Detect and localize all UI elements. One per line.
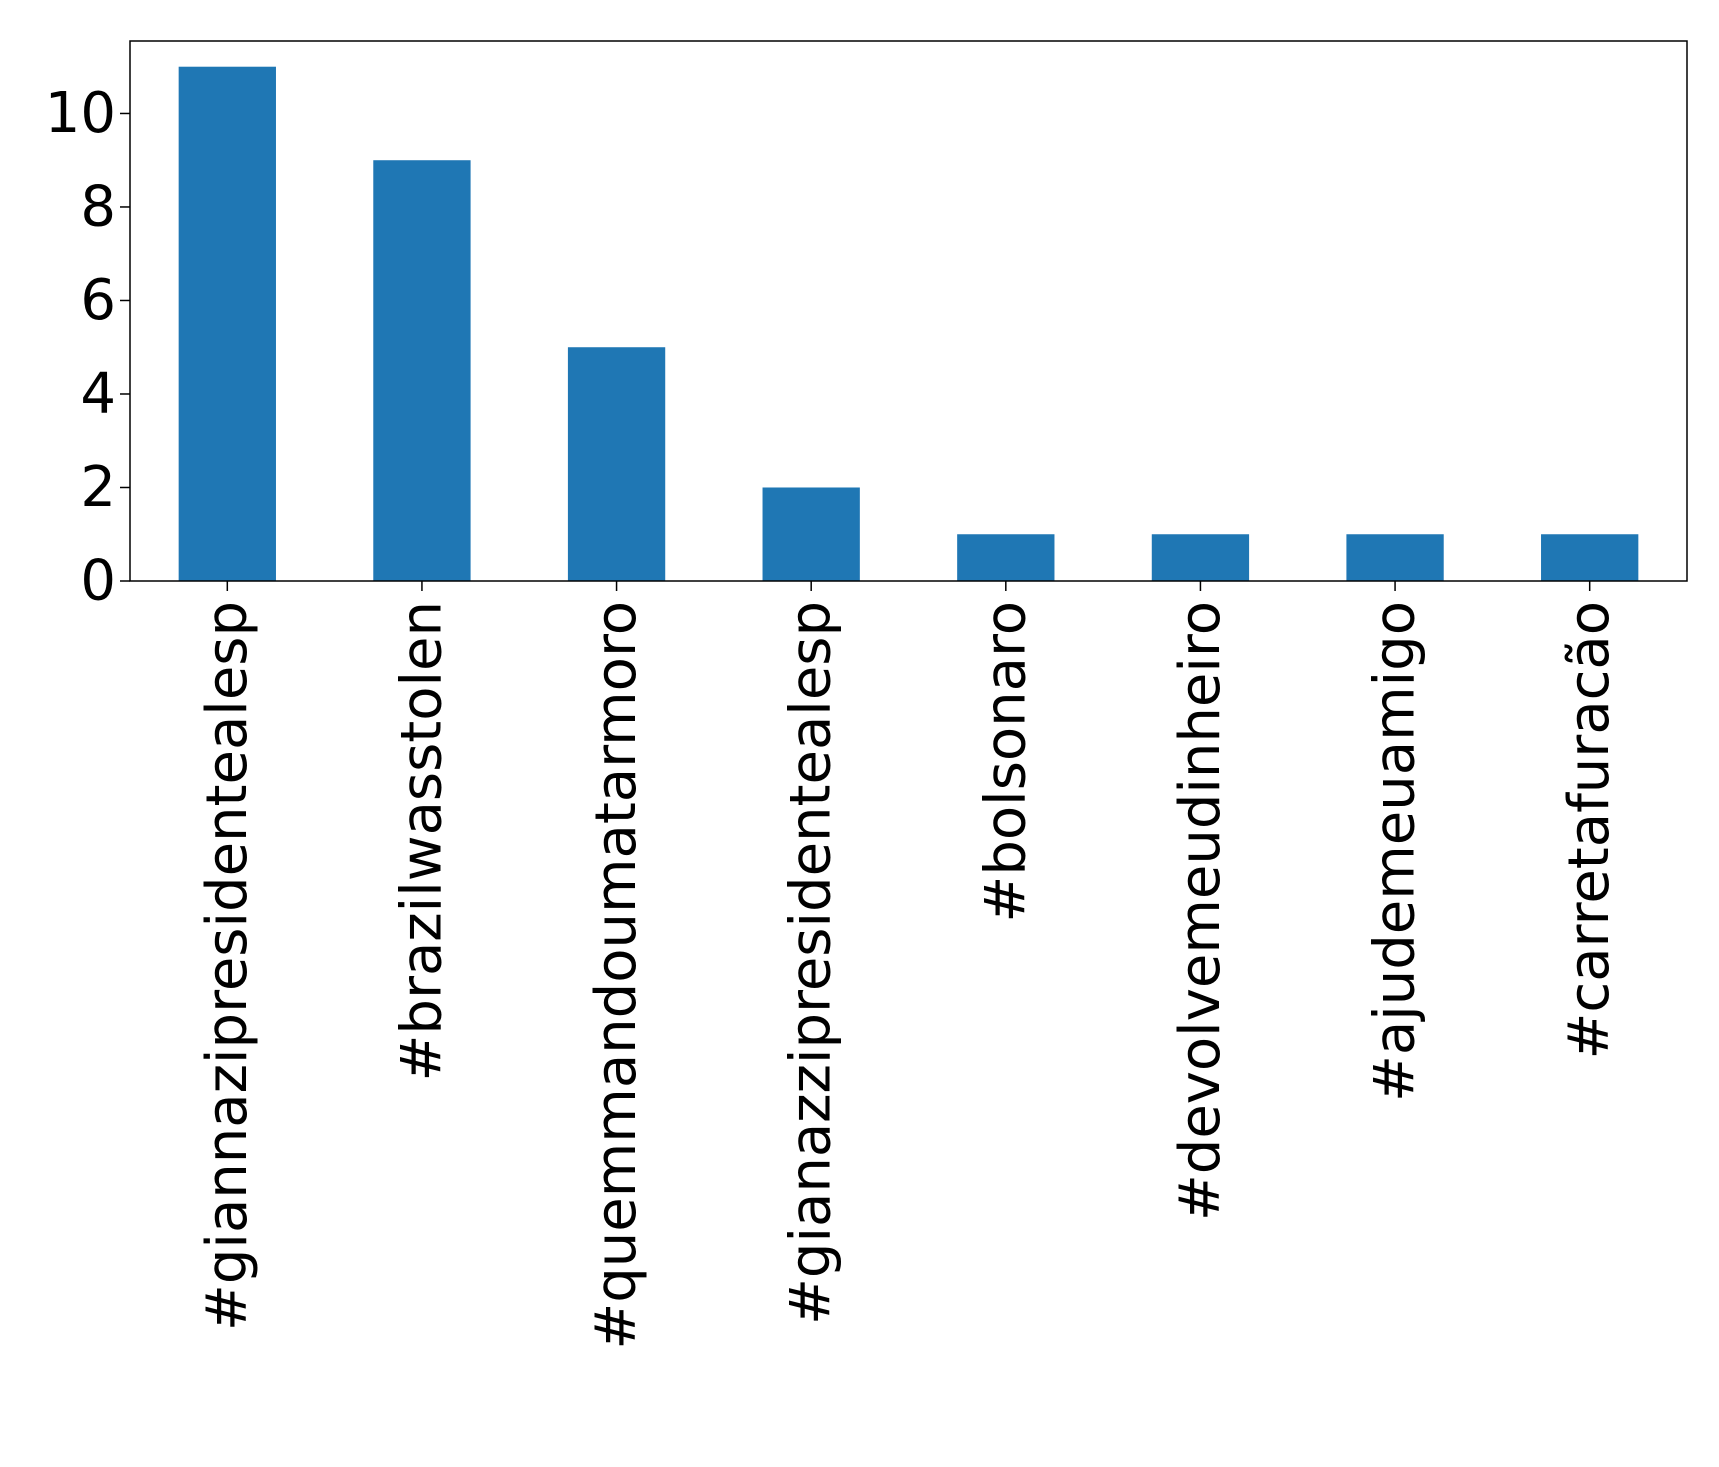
x-tick-label-3: #gianazzipresidentealesp (779, 601, 844, 1325)
bar-5 (1151, 534, 1250, 581)
y-tick-label-2: 4 (80, 361, 116, 426)
y-tick-label-4: 8 (80, 174, 116, 239)
x-tick-label-2: #quemmandoumatarmoro (584, 601, 649, 1350)
bar-6 (1346, 534, 1444, 581)
bar-3 (762, 487, 860, 581)
x-axis: #giannazipresidentealesp #brazilwasstolen… (195, 581, 1622, 1350)
y-tick-label-0: 0 (80, 549, 116, 614)
y-tick-label-5: 10 (45, 81, 116, 146)
y-tick-label-1: 2 (80, 455, 116, 520)
x-tick-label-6: #ajudemeuamigo (1363, 601, 1428, 1102)
bar-7 (1541, 534, 1639, 581)
bar-0 (178, 66, 276, 581)
bar-4 (957, 534, 1055, 581)
plot-area-frame (129, 40, 1688, 582)
bar-1 (373, 160, 471, 581)
x-tick-label-1: #brazilwasstolen (389, 601, 454, 1082)
x-tick-label-0: #giannazipresidentealesp (195, 601, 260, 1331)
x-tick-label-7: #carretafuracão (1557, 601, 1622, 1060)
x-tick-label-4: #bolsonaro (973, 601, 1038, 923)
y-axis: 0 2 4 6 8 10 (45, 81, 130, 614)
x-tick-label-5: #devolvemeudinheiro (1168, 601, 1233, 1221)
y-tick-label-3: 6 (80, 268, 116, 333)
bars-layer (178, 66, 1639, 581)
bar-2 (567, 347, 666, 581)
